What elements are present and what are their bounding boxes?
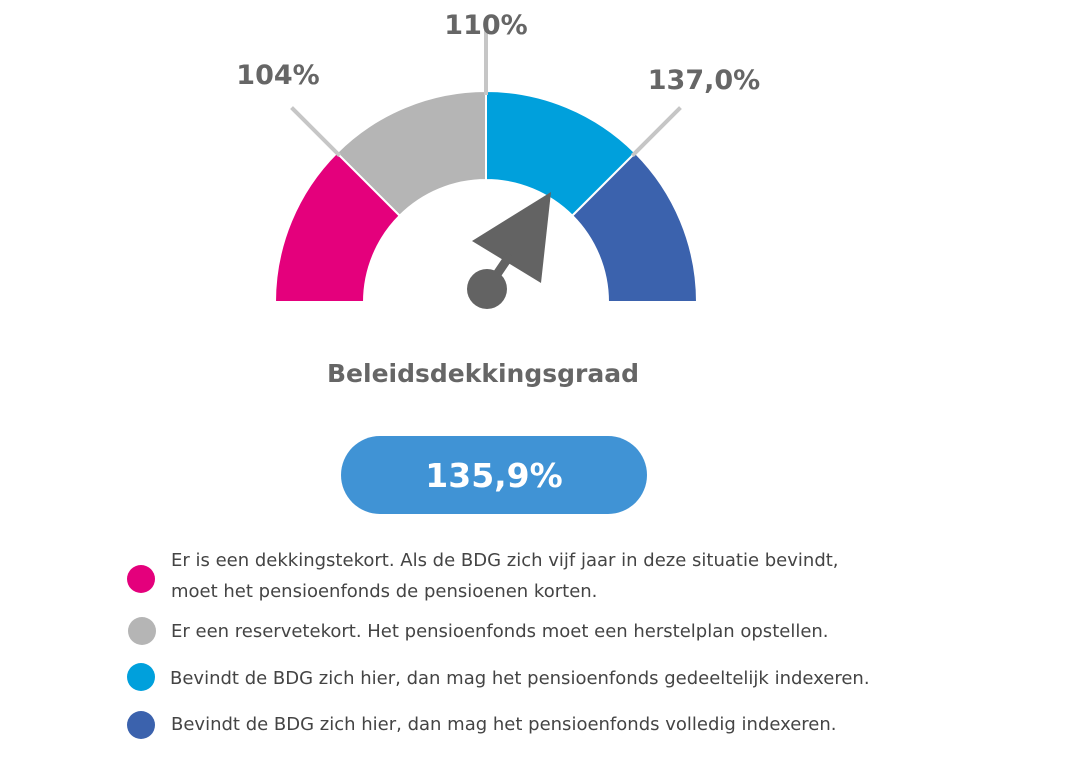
legend-text-line-1: Bevindt de BDG zich hier, dan mag het pe… <box>170 668 870 689</box>
threshold-label-110: 110% <box>444 10 527 41</box>
value-badge: 135,9% <box>341 436 647 514</box>
gauge-chart: 104% 110% 137,0% <box>236 10 760 309</box>
legend-dot-cyan <box>127 663 155 691</box>
gauge-needle <box>472 192 551 283</box>
threshold-label-137: 137,0% <box>648 65 760 96</box>
threshold-line-104 <box>290 106 342 158</box>
legend-dot-blue <box>127 711 155 739</box>
legend-text-line-2: moet het pensioenfonds de pensioenen kor… <box>171 581 598 602</box>
gauge-band-volledig-indexeren <box>570 151 699 303</box>
legend-text-line-1: Er is een dekkingstekort. Als de BDG zic… <box>171 550 839 571</box>
legend-text-line-1: Bevindt de BDG zich hier, dan mag het pe… <box>171 714 837 735</box>
legend-text-line-1: Er een reservetekort. Het pensioenfonds … <box>171 621 829 642</box>
threshold-line-137 <box>630 106 682 158</box>
threshold-label-104: 104% <box>236 60 319 91</box>
value-label: 135,9% <box>425 455 563 495</box>
legend-dot-magenta <box>127 565 155 593</box>
gauge-title: Beleidsdekkingsgraad <box>327 359 639 388</box>
gauge-needle-hub <box>467 269 507 309</box>
legend-dot-grey <box>128 617 156 645</box>
